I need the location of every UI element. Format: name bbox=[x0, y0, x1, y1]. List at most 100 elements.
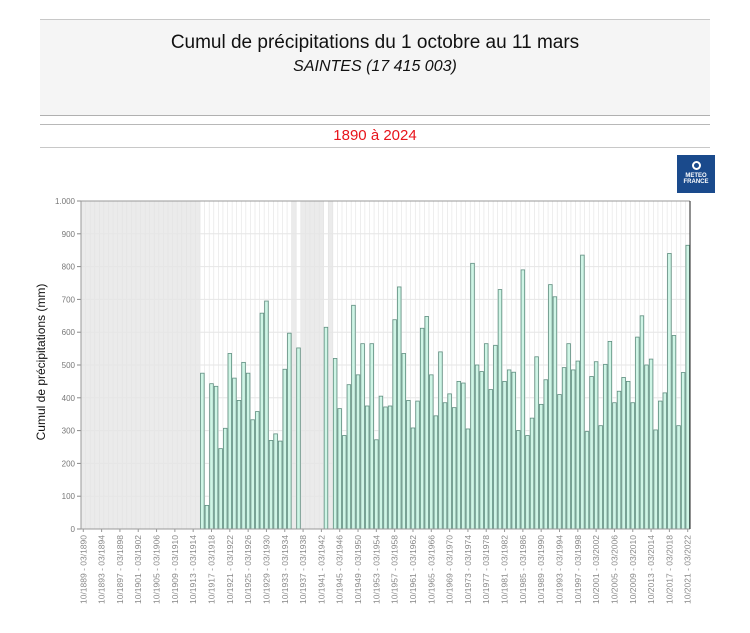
bar bbox=[461, 382, 466, 530]
bar bbox=[566, 343, 571, 530]
x-tick-label: 10/1953 - 03/1954 bbox=[371, 535, 381, 604]
bar bbox=[625, 380, 631, 530]
x-tick-label: 10/1909 - 03/1910 bbox=[170, 535, 180, 604]
bar bbox=[323, 326, 329, 530]
bar bbox=[671, 335, 677, 530]
bar bbox=[451, 407, 457, 530]
bar bbox=[644, 364, 649, 530]
bar bbox=[241, 361, 246, 530]
bar bbox=[342, 435, 347, 530]
bar bbox=[593, 361, 599, 530]
y-tick-label: 1.000 bbox=[55, 197, 76, 206]
x-tick-label: 10/1981 - 03/1982 bbox=[500, 535, 510, 604]
bar bbox=[502, 380, 507, 530]
y-tick-label: 500 bbox=[62, 361, 76, 370]
y-tick-labels: 0 100 200 300 400 500 600 700 800 900 1.000 bbox=[55, 197, 76, 534]
logo-line2: FRANCE bbox=[683, 179, 709, 185]
bar bbox=[218, 448, 223, 530]
bar bbox=[676, 425, 681, 530]
bar bbox=[213, 385, 219, 530]
bar bbox=[607, 340, 613, 530]
bar bbox=[511, 371, 516, 530]
bar bbox=[429, 374, 434, 530]
y-tick-label: 100 bbox=[62, 492, 76, 501]
x-tick-label: 10/1973 - 03/1974 bbox=[463, 535, 473, 604]
axes bbox=[80, 200, 691, 530]
bar bbox=[470, 262, 475, 530]
bar bbox=[378, 395, 384, 530]
bar bbox=[277, 440, 283, 530]
bar bbox=[552, 296, 558, 530]
x-tick-label: 10/2017 - 03/2018 bbox=[664, 535, 674, 604]
bar bbox=[223, 427, 228, 530]
bar bbox=[438, 351, 443, 530]
y-tick-label: 300 bbox=[62, 427, 76, 436]
x-tick-label: 10/1901 - 03/1902 bbox=[133, 535, 143, 604]
bar bbox=[209, 383, 214, 530]
x-tick-label: 10/1957 - 03/1958 bbox=[390, 535, 400, 604]
x-tick-label: 10/1913 - 03/1914 bbox=[188, 535, 198, 604]
bar bbox=[259, 312, 265, 530]
x-tick-label: 10/1893 - 03/1894 bbox=[97, 535, 107, 604]
bar bbox=[648, 358, 654, 530]
bar bbox=[401, 353, 407, 530]
bar bbox=[355, 374, 361, 530]
bar bbox=[397, 286, 402, 530]
bar bbox=[506, 369, 512, 530]
y-tick-label: 700 bbox=[62, 295, 76, 304]
bar bbox=[433, 415, 439, 530]
bar bbox=[200, 372, 205, 530]
bar bbox=[543, 379, 548, 530]
bar bbox=[245, 372, 251, 530]
y-tick-label: 800 bbox=[62, 263, 76, 272]
bar bbox=[250, 419, 255, 530]
x-tick-label: 10/1897 - 03/1898 bbox=[115, 535, 125, 604]
bar bbox=[497, 289, 503, 530]
bar bbox=[548, 284, 553, 530]
x-tick-label: 10/1929 - 03/1930 bbox=[261, 535, 271, 604]
bar bbox=[662, 392, 668, 530]
x-tick-label: 10/1977 - 03/1978 bbox=[481, 535, 491, 604]
bar bbox=[424, 316, 429, 530]
x-tick-label: 10/1985 - 03/1986 bbox=[518, 535, 528, 604]
bar bbox=[479, 371, 484, 530]
bar bbox=[273, 433, 278, 530]
bar bbox=[387, 405, 393, 530]
x-tick-label: 10/1965 - 03/1966 bbox=[426, 535, 436, 604]
bar bbox=[484, 343, 489, 530]
bar bbox=[598, 425, 603, 530]
bar bbox=[630, 402, 635, 530]
bar bbox=[653, 429, 658, 530]
logo-symbol-icon bbox=[691, 161, 701, 170]
bar bbox=[680, 372, 686, 530]
bar bbox=[529, 417, 535, 530]
bar bbox=[255, 411, 260, 530]
bar bbox=[296, 347, 301, 530]
bar bbox=[616, 390, 622, 530]
bar bbox=[603, 363, 608, 530]
bar bbox=[415, 400, 420, 530]
bar bbox=[561, 367, 567, 530]
bar bbox=[374, 439, 379, 530]
bar bbox=[621, 377, 626, 530]
y-tick-label: 900 bbox=[62, 230, 76, 239]
y-tick-label: 400 bbox=[62, 394, 76, 403]
bar bbox=[204, 504, 210, 530]
chart-header: Cumul de précipitations du 1 octobre au … bbox=[40, 19, 710, 116]
y-tick-label: 200 bbox=[62, 459, 76, 468]
logo-line1: METEO bbox=[685, 173, 707, 179]
x-tick-label: 10/1993 - 03/1994 bbox=[555, 535, 565, 604]
x-tick-label: 10/1925 - 03/1926 bbox=[243, 535, 253, 604]
bar bbox=[406, 400, 411, 530]
bar bbox=[351, 304, 356, 530]
divider bbox=[40, 124, 710, 125]
x-tick-label: 10/1917 - 03/1918 bbox=[207, 535, 217, 604]
bar bbox=[538, 403, 544, 530]
bar bbox=[589, 376, 594, 530]
bar bbox=[635, 336, 640, 530]
bar bbox=[227, 353, 233, 530]
meteo-france-logo-icon: METEO FRANCE bbox=[677, 155, 715, 193]
chart-title: Cumul de précipitations du 1 octobre au … bbox=[170, 32, 580, 53]
x-tick-label: 10/2001 - 03/2002 bbox=[591, 535, 601, 604]
